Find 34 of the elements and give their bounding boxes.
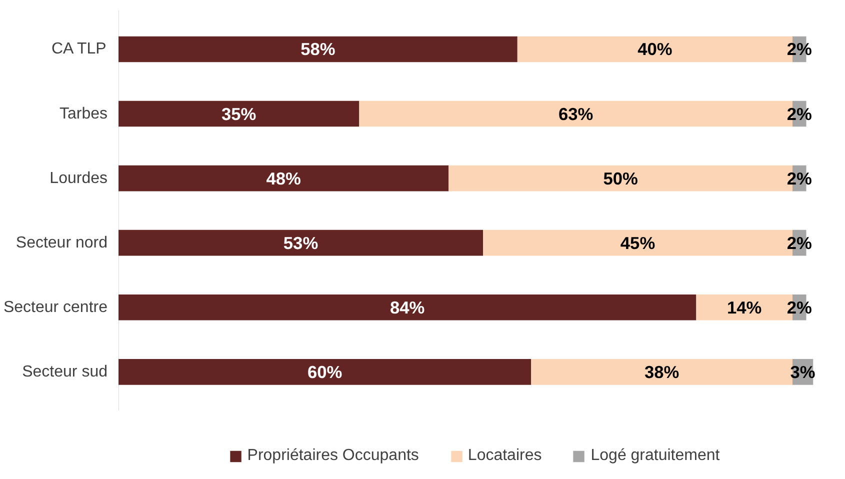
- bar: [531, 359, 792, 385]
- bar: [118, 100, 360, 127]
- data-label: 2%: [786, 297, 812, 318]
- data-label: 60%: [307, 362, 342, 382]
- data-label: 40%: [638, 39, 672, 60]
- data-label: 2%: [786, 168, 812, 188]
- data-label: 63%: [558, 104, 594, 124]
- y-tick-label: Secteur nord: [16, 234, 108, 252]
- data-label: 3%: [790, 362, 816, 382]
- legend-label: Logé gratuitement: [590, 447, 720, 465]
- data-label: 45%: [620, 232, 656, 253]
- legend-label: Propriétaires Occupants: [247, 447, 419, 465]
- data-label: 84%: [390, 297, 425, 318]
- bar: [118, 165, 449, 192]
- bar: [118, 359, 532, 385]
- data-label: 50%: [603, 168, 638, 188]
- y-tick-label: Secteur sud: [22, 363, 108, 380]
- data-label: 48%: [266, 168, 301, 188]
- legend-label: Locataires: [468, 447, 542, 465]
- data-label: 58%: [300, 39, 336, 60]
- bar: [118, 36, 518, 62]
- bar: [118, 294, 696, 320]
- data-label: 38%: [644, 362, 680, 382]
- data-label: 35%: [222, 104, 256, 124]
- data-label: 14%: [727, 297, 762, 318]
- bar: [118, 230, 484, 256]
- data-label: 2%: [786, 232, 812, 253]
- y-tick-label: Lourdes: [50, 170, 108, 187]
- y-tick-label: Tarbes: [59, 105, 108, 122]
- data-label: 53%: [283, 232, 318, 253]
- data-label: 2%: [786, 104, 812, 124]
- y-tick-label: Secteur centre: [3, 298, 108, 316]
- data-label: 2%: [786, 39, 812, 60]
- y-tick-label: CA TLP: [51, 40, 106, 58]
